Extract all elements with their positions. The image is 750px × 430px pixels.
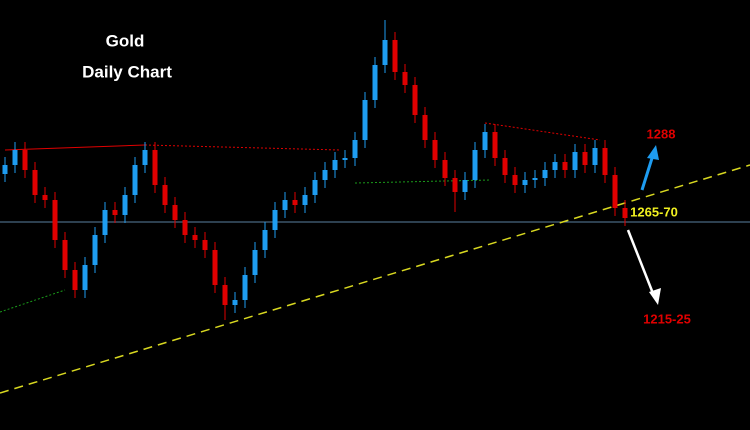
candle-body — [92, 235, 98, 265]
candle-body — [242, 275, 248, 300]
support-line — [0, 289, 66, 313]
candle-body — [82, 265, 88, 290]
candle-body — [22, 150, 28, 170]
candle-body — [72, 270, 78, 290]
candle-body — [412, 85, 418, 115]
candle-body — [492, 132, 498, 158]
candle-body — [392, 40, 398, 72]
candle-body — [282, 200, 288, 210]
arrow-head — [649, 288, 661, 305]
candle-body — [112, 210, 118, 215]
candle-body — [472, 150, 478, 180]
candle-body — [522, 180, 528, 185]
candle-body — [422, 115, 428, 140]
candle-body — [152, 150, 158, 185]
candle-body — [582, 152, 588, 165]
candle-body — [102, 210, 108, 235]
target-down-label: 1215-25 — [643, 311, 691, 326]
candle-body — [322, 170, 328, 180]
chart-title: Gold — [106, 31, 145, 50]
candle-body — [122, 195, 128, 215]
candle-body — [542, 170, 548, 178]
candle-body — [342, 158, 348, 160]
arrow-down — [626, 229, 661, 305]
candle-body — [12, 150, 18, 165]
arrow-up — [640, 145, 659, 191]
candle-body — [572, 152, 578, 170]
candle-body — [402, 72, 408, 85]
candle-body — [382, 40, 388, 65]
candle-body — [552, 162, 558, 170]
candle-body — [512, 175, 518, 185]
chart-subtitle: Daily Chart — [82, 62, 172, 81]
candle-body — [172, 205, 178, 220]
arrow-head — [647, 145, 659, 160]
support-label: 1265-70 — [630, 204, 678, 219]
candle-body — [272, 210, 278, 230]
candle-body — [232, 300, 238, 305]
candle-body — [2, 165, 8, 174]
candle-body — [332, 160, 338, 170]
candle-body — [42, 195, 48, 200]
candle-body — [602, 148, 608, 175]
candle-body — [352, 140, 358, 158]
candle-body — [432, 140, 438, 160]
candle-body — [212, 250, 218, 285]
target-up-label: 1288 — [647, 126, 676, 141]
arrow-shaft — [640, 154, 655, 191]
candle-body — [532, 178, 538, 180]
resistance-line — [484, 122, 601, 141]
candle-body — [132, 165, 138, 195]
candle-body — [62, 240, 68, 270]
candle-body — [222, 285, 228, 305]
candle-body — [262, 230, 268, 250]
candle-body — [302, 195, 308, 205]
candle-body — [502, 158, 508, 175]
candle-body — [162, 185, 168, 205]
candle-body — [562, 162, 568, 170]
candle-body — [312, 180, 318, 195]
candle-body — [462, 180, 468, 192]
candle-body — [622, 208, 628, 218]
candle-body — [292, 200, 298, 205]
candle-body — [252, 250, 258, 275]
resistance-line — [144, 144, 341, 151]
arrow-shaft — [626, 229, 656, 297]
candle-body — [142, 150, 148, 165]
candle-body — [592, 148, 598, 165]
candle-body — [32, 170, 38, 195]
candle-body — [202, 240, 208, 250]
candle-body — [482, 132, 488, 150]
candle-body — [612, 175, 618, 208]
candle-body — [452, 178, 458, 192]
candle-body — [442, 160, 448, 178]
candle-body — [192, 235, 198, 240]
candles — [2, 20, 628, 320]
candle-body — [362, 100, 368, 140]
candle-body — [52, 200, 58, 240]
candle-body — [182, 220, 188, 235]
resistance-line — [4, 144, 146, 151]
candle-body — [372, 65, 378, 100]
